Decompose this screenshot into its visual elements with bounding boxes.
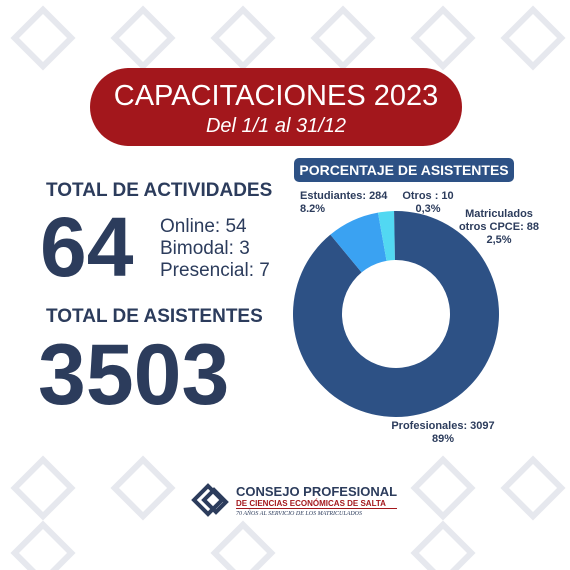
- slice: [377, 211, 395, 261]
- value-label: 2,5%: [486, 234, 512, 246]
- chart-title: PORCENTAJE DE ASISTENTES: [294, 158, 514, 182]
- activities-total: 64: [40, 200, 134, 294]
- slice-label: Matriculados otros CPCE: 88 2,5%: [455, 208, 543, 247]
- slice: [394, 211, 396, 261]
- logo-icon: [191, 483, 229, 517]
- subtitle: Del 1/1 al 31/12: [205, 115, 347, 137]
- category-label: Estudiantes: 284: [300, 190, 388, 202]
- title: CAPACITACIONES 2023: [113, 80, 439, 112]
- value-label: 8.2%: [300, 203, 326, 215]
- breakdown-item: Online: 54: [160, 216, 247, 237]
- category-label: Matriculados otros CPCE: 88: [458, 208, 540, 233]
- breakdown-item: Presencial: 7: [160, 260, 270, 281]
- footer-line: 70 AÑOS AL SERVICIO DE LOS MATRICULADOS: [236, 511, 363, 517]
- footer: CONSEJO PROFESIONAL DE CIENCIAS ECONÓMIC…: [236, 484, 398, 517]
- activities-label: TOTAL DE ACTIVIDADES: [46, 180, 273, 201]
- slice-label: Profesionales: 3097 89%: [388, 420, 498, 446]
- slice: [330, 212, 387, 273]
- breakdown-item: Bimodal: 3: [160, 238, 250, 259]
- footer-line: CONSEJO PROFESIONAL: [236, 484, 398, 499]
- value-label: 0,3%: [415, 203, 441, 215]
- value-label: 89%: [431, 433, 455, 445]
- slice-label: Otros : 10 0,3%: [398, 190, 458, 216]
- activities-breakdown: Online: 54 Bimodal: 3 Presencial: 7: [160, 216, 270, 282]
- category-label: Otros : 10: [402, 190, 454, 202]
- category-label: Profesionales: 3097: [391, 420, 495, 432]
- logo: [190, 482, 230, 518]
- attendees-label: TOTAL DE ASISTENTES: [46, 306, 263, 327]
- footer-line: DE CIENCIAS ECONÓMICAS DE SALTA: [236, 499, 398, 509]
- slice: [293, 211, 500, 418]
- banner: CAPACITACIONES 2023 Del 1/1 al 31/12: [90, 68, 462, 146]
- slice-label: Estudiantes: 284 8.2%: [300, 190, 400, 216]
- attendees-total: 3503: [38, 327, 230, 423]
